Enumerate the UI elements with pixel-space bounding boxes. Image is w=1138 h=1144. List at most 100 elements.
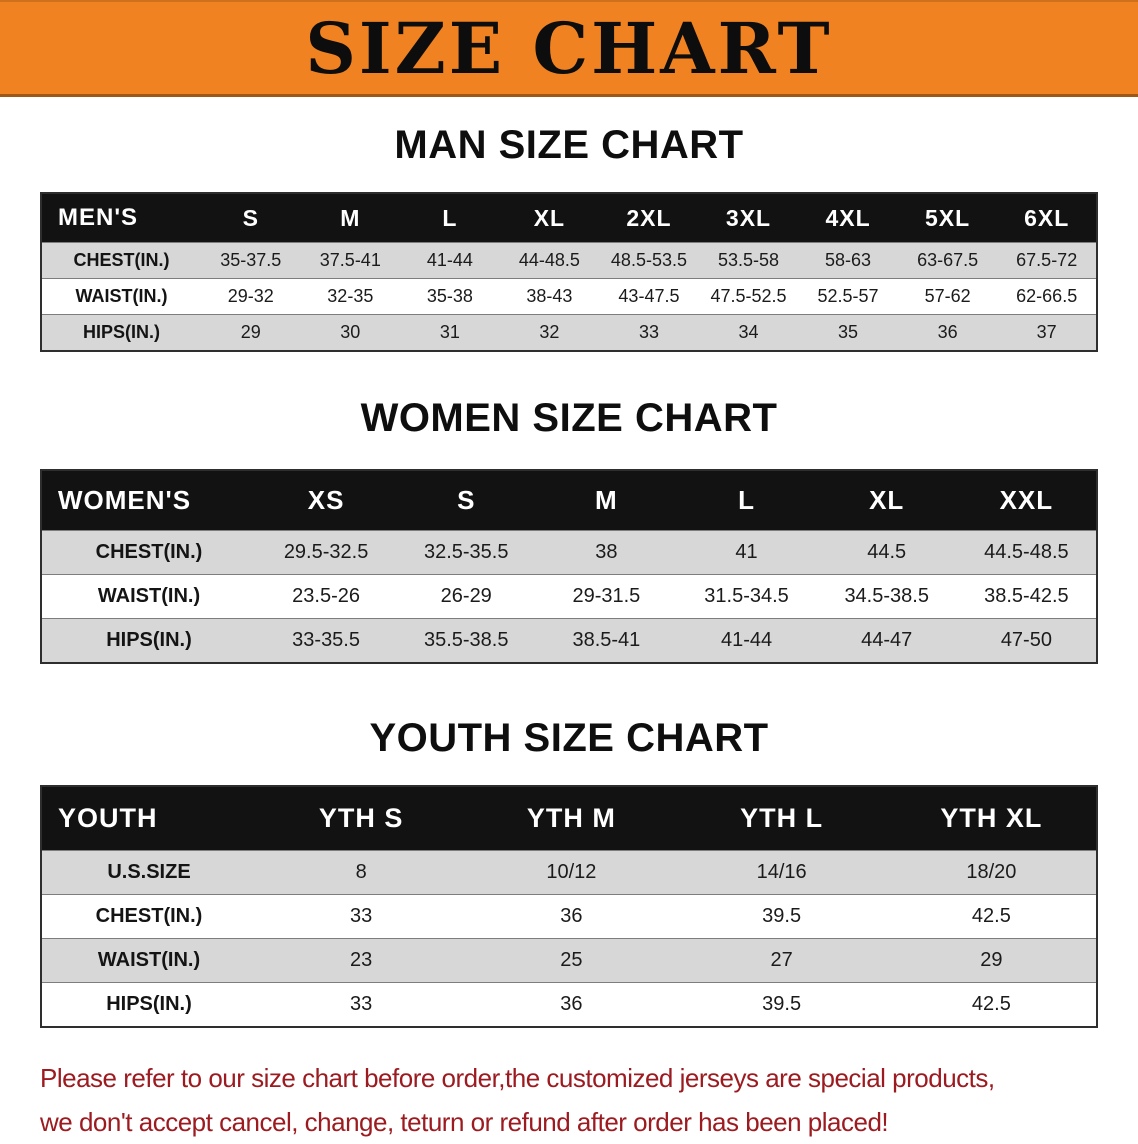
row-label-cell: WAIST(IN.) — [41, 938, 256, 983]
value-cell: 30 — [300, 314, 401, 351]
size-header-cell: XXL — [956, 470, 1097, 531]
table-row: U.S.SIZE 8 10/12 14/16 18/20 — [41, 850, 1097, 895]
size-header-cell: YTH M — [466, 786, 677, 851]
table-header-row: WOMEN'S XS S M L XL XXL — [41, 470, 1097, 531]
size-header-cell: XL — [499, 193, 600, 243]
size-header-cell: M — [300, 193, 401, 243]
table-row: HIPS(IN.) 29 30 31 32 33 34 35 36 37 — [41, 314, 1097, 351]
size-header-cell: M — [536, 470, 677, 531]
value-cell: 35-38 — [400, 278, 500, 315]
value-cell: 47.5-52.5 — [698, 278, 799, 315]
value-cell: 29-31.5 — [536, 574, 677, 619]
size-header-cell: YTH S — [256, 786, 467, 851]
youth-size-table: YOUTH YTH S YTH M YTH L YTH XL U.S.SIZE 8 10/12… — [40, 785, 1098, 1028]
value-cell: 38.5-42.5 — [956, 574, 1097, 619]
table-header-row: YOUTH YTH S YTH M YTH L YTH XL — [41, 786, 1097, 851]
men-heading: MAN SIZE CHART — [394, 123, 744, 167]
disclaimer-line-2: we don't accept cancel, change, teturn o… — [40, 1107, 889, 1138]
value-cell: 34 — [698, 314, 799, 351]
value-cell: 42.5 — [886, 894, 1097, 939]
women-size-table: WOMEN'S XS S M L XL XXL CHEST(IN.) 29.5-32.5 32.5… — [40, 469, 1098, 664]
value-cell: 33 — [256, 982, 467, 1027]
value-cell: 39.5 — [676, 982, 887, 1027]
size-header-cell: 6XL — [997, 193, 1097, 243]
value-cell: 14/16 — [676, 850, 887, 895]
value-cell: 44-47 — [816, 618, 957, 663]
banner: SIZE CHART — [0, 0, 1138, 97]
value-cell: 35.5-38.5 — [396, 618, 537, 663]
value-cell: 38.5-41 — [536, 618, 677, 663]
table-row: HIPS(IN.) 33 36 39.5 42.5 — [41, 982, 1097, 1027]
size-header-cell: 2XL — [599, 193, 699, 243]
value-cell: 31.5-34.5 — [676, 574, 817, 619]
table-title-cell: WOMEN'S — [41, 470, 256, 531]
value-cell: 41 — [676, 530, 817, 575]
disclaimer-note: Please refer to our size chart before or… — [40, 1056, 1138, 1144]
value-cell: 53.5-58 — [698, 242, 799, 279]
table-row: CHEST(IN.) 35-37.5 37.5-41 41-44 44-48.5 48.5… — [41, 242, 1097, 279]
value-cell: 31 — [400, 314, 500, 351]
value-cell: 35 — [798, 314, 898, 351]
table-row: HIPS(IN.) 33-35.5 35.5-38.5 38.5-41 41-44 44-… — [41, 618, 1097, 663]
size-header-cell: 3XL — [698, 193, 799, 243]
value-cell: 33 — [256, 894, 467, 939]
value-cell: 47-50 — [956, 618, 1097, 663]
row-label-cell: CHEST(IN.) — [41, 894, 256, 939]
row-label-cell: HIPS(IN.) — [41, 982, 256, 1027]
value-cell: 48.5-53.5 — [599, 242, 699, 279]
size-header-cell: L — [400, 193, 500, 243]
value-cell: 37.5-41 — [300, 242, 401, 279]
men-section: MAN SIZE CHART MEN'S S M L XL 2XL 3XL 4XL 5XL 6XL… — [0, 123, 1138, 352]
table-row: WAIST(IN.) 23 25 27 29 — [41, 938, 1097, 983]
table-header-row: MEN'S S M L XL 2XL 3XL 4XL 5XL 6XL — [41, 193, 1097, 243]
value-cell: 32-35 — [300, 278, 401, 315]
value-cell: 44.5-48.5 — [956, 530, 1097, 575]
value-cell: 36 — [466, 894, 677, 939]
size-header-cell: 4XL — [798, 193, 898, 243]
value-cell: 23 — [256, 938, 467, 983]
value-cell: 29.5-32.5 — [256, 530, 397, 575]
women-section: WOMEN SIZE CHART WOMEN'S XS S M L XL XXL CHEST(… — [0, 396, 1138, 664]
size-header-cell: XS — [256, 470, 397, 531]
value-cell: 34.5-38.5 — [816, 574, 957, 619]
value-cell: 42.5 — [886, 982, 1097, 1027]
value-cell: 10/12 — [466, 850, 677, 895]
value-cell: 26-29 — [396, 574, 537, 619]
table-row: CHEST(IN.) 29.5-32.5 32.5-35.5 38 41 44.5 44.5… — [41, 530, 1097, 575]
value-cell: 58-63 — [798, 242, 898, 279]
size-header-cell: S — [396, 470, 537, 531]
value-cell: 35-37.5 — [201, 242, 301, 279]
row-label-cell: WAIST(IN.) — [41, 278, 201, 315]
youth-heading: YOUTH SIZE CHART — [369, 716, 769, 760]
value-cell: 36 — [466, 982, 677, 1027]
value-cell: 44.5 — [816, 530, 957, 575]
size-header-cell: YTH L — [676, 786, 887, 851]
table-row: CHEST(IN.) 33 36 39.5 42.5 — [41, 894, 1097, 939]
youth-section: YOUTH SIZE CHART YOUTH YTH S YTH M YTH L YTH… — [0, 716, 1138, 1028]
value-cell: 41-44 — [400, 242, 500, 279]
value-cell: 52.5-57 — [798, 278, 898, 315]
value-cell: 38-43 — [499, 278, 600, 315]
value-cell: 37 — [997, 314, 1097, 351]
value-cell: 18/20 — [886, 850, 1097, 895]
size-header-cell: S — [201, 193, 301, 243]
size-header-cell: 5XL — [897, 193, 998, 243]
table-title-cell: MEN'S — [41, 193, 201, 243]
size-header-cell: YTH XL — [886, 786, 1097, 851]
value-cell: 67.5-72 — [997, 242, 1097, 279]
value-cell: 57-62 — [897, 278, 998, 315]
value-cell: 32.5-35.5 — [396, 530, 537, 575]
disclaimer-line-1: Please refer to our size chart before or… — [40, 1063, 995, 1093]
value-cell: 27 — [676, 938, 887, 983]
table-row: WAIST(IN.) 23.5-26 26-29 29-31.5 31.5-34.5 34… — [41, 574, 1097, 619]
value-cell: 25 — [466, 938, 677, 983]
women-heading: WOMEN SIZE CHART — [360, 396, 778, 440]
value-cell: 29-32 — [201, 278, 301, 315]
size-header-cell: XL — [816, 470, 957, 531]
value-cell: 33 — [599, 314, 699, 351]
value-cell: 36 — [897, 314, 998, 351]
value-cell: 38 — [536, 530, 677, 575]
row-label-cell: CHEST(IN.) — [41, 530, 256, 575]
row-label-cell: HIPS(IN.) — [41, 618, 256, 663]
